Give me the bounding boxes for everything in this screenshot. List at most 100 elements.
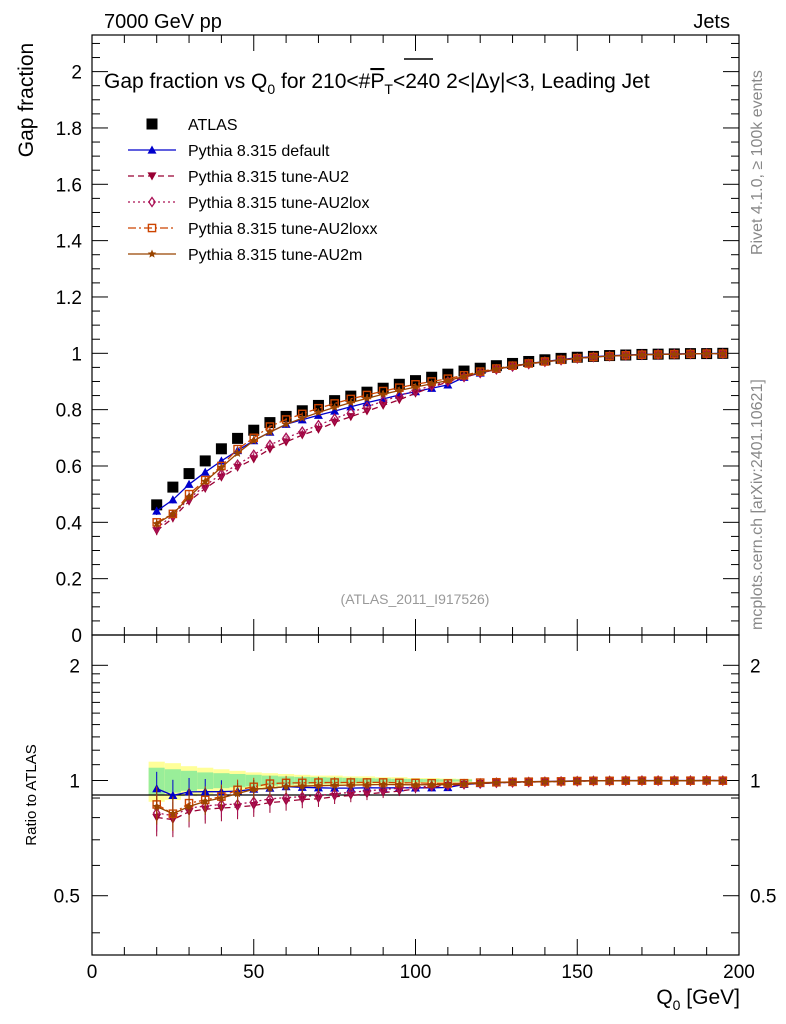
data-point xyxy=(411,781,420,793)
ratio-xtick-label: 100 xyxy=(400,962,432,983)
data-point xyxy=(232,432,244,444)
main-ytick-label: 0.4 xyxy=(56,513,83,534)
data-point xyxy=(346,406,355,419)
data-point xyxy=(363,401,371,413)
data-point xyxy=(508,777,517,786)
data-point xyxy=(540,777,550,786)
data-point xyxy=(249,436,258,445)
data-point xyxy=(345,390,357,402)
ratio-xtick-label: 150 xyxy=(561,962,593,983)
data-point xyxy=(346,786,355,798)
data-point xyxy=(312,399,324,411)
xlabel-part-a: Q xyxy=(656,986,672,1009)
data-point xyxy=(718,349,728,358)
data-point xyxy=(346,402,356,411)
legend: ATLAS Pythia 8.315 default Pythia 8.315 tu… xyxy=(128,117,377,264)
main-ytick-label: 1.8 xyxy=(56,119,82,140)
data-point xyxy=(442,368,454,380)
data-point xyxy=(330,402,339,411)
data-point xyxy=(314,789,323,802)
data-point xyxy=(168,790,178,800)
data-point xyxy=(233,448,242,457)
ratio-xlabel: Q0 [GeV] xyxy=(656,986,740,1013)
legend-label-au2lox: Pythia 8.315 tune-AU2lox xyxy=(188,195,369,212)
data-point xyxy=(265,439,274,451)
data-point xyxy=(637,350,647,359)
data-point xyxy=(330,788,339,800)
data-point xyxy=(621,350,631,359)
data-point xyxy=(492,778,501,787)
data-point xyxy=(168,809,178,818)
series-au2m xyxy=(152,349,728,528)
data-point xyxy=(443,780,453,789)
data-point xyxy=(152,519,161,528)
data-point xyxy=(573,776,582,785)
series-line xyxy=(156,352,723,512)
ratio-ytick-label: 0.5 xyxy=(54,887,80,908)
data-point xyxy=(217,793,226,802)
data-point xyxy=(508,361,517,370)
data-point xyxy=(492,364,501,373)
ratio-xtick-label: 0 xyxy=(87,962,98,983)
data-point xyxy=(702,776,711,785)
data-point xyxy=(265,783,275,792)
data-point xyxy=(168,509,178,518)
data-point xyxy=(589,776,598,785)
data-point xyxy=(282,432,291,444)
data-point xyxy=(233,789,242,798)
series-line xyxy=(156,352,723,529)
data-point xyxy=(363,785,371,797)
data-point xyxy=(443,376,453,385)
ratio-ytick-label: 2 xyxy=(69,656,80,677)
data-point xyxy=(718,776,728,785)
data-point xyxy=(653,349,663,359)
ratio-ytick-label-right: 0.5 xyxy=(750,887,776,908)
main-ytick-label: 1 xyxy=(71,344,82,365)
data-point xyxy=(147,249,157,258)
data-point xyxy=(540,357,550,366)
data-point xyxy=(556,355,566,364)
data-point xyxy=(475,368,485,377)
main-ytick-label: 1.2 xyxy=(56,288,82,309)
main-series xyxy=(151,347,729,536)
data-point xyxy=(362,780,372,789)
data-point xyxy=(313,410,323,419)
analysis-watermark: (ATLAS_2011_I917526) xyxy=(341,591,490,607)
ratio-line xyxy=(156,779,723,815)
data-point xyxy=(152,802,161,811)
data-point xyxy=(281,419,291,428)
data-point xyxy=(524,359,533,368)
mcplots-label: mcplots.cern.ch [arXiv:2401.10621] xyxy=(749,379,766,630)
data-point xyxy=(475,778,485,787)
data-point xyxy=(167,481,179,493)
data-point xyxy=(330,406,340,415)
ratio-series-au2m xyxy=(152,776,728,831)
ratio-ytick-label: 1 xyxy=(69,772,80,793)
data-point xyxy=(556,777,566,786)
data-point xyxy=(670,776,679,785)
xlabel-sub: 0 xyxy=(673,997,681,1013)
data-point xyxy=(147,172,157,181)
legend-label-default: Pythia 8.315 default xyxy=(188,143,330,160)
data-point xyxy=(573,353,582,362)
data-point xyxy=(589,352,598,361)
data-point xyxy=(329,395,341,407)
data-point xyxy=(524,777,533,786)
data-point xyxy=(427,379,436,388)
data-point xyxy=(411,780,420,789)
main-ticks xyxy=(91,35,740,636)
series-default xyxy=(152,348,728,515)
data-point xyxy=(686,776,695,785)
data-point xyxy=(282,792,291,804)
main-ytick-label: 1.4 xyxy=(56,232,83,253)
data-point xyxy=(298,413,307,422)
data-point xyxy=(215,443,227,455)
data-point xyxy=(249,449,258,461)
data-point xyxy=(217,468,226,480)
data-point xyxy=(298,425,307,438)
data-point xyxy=(184,479,194,488)
data-point xyxy=(314,408,323,417)
data-point xyxy=(670,349,679,358)
title-part-d: <240 2<|Δy|<3, Leading Jet xyxy=(393,70,650,93)
header-right: Jets xyxy=(693,11,730,33)
